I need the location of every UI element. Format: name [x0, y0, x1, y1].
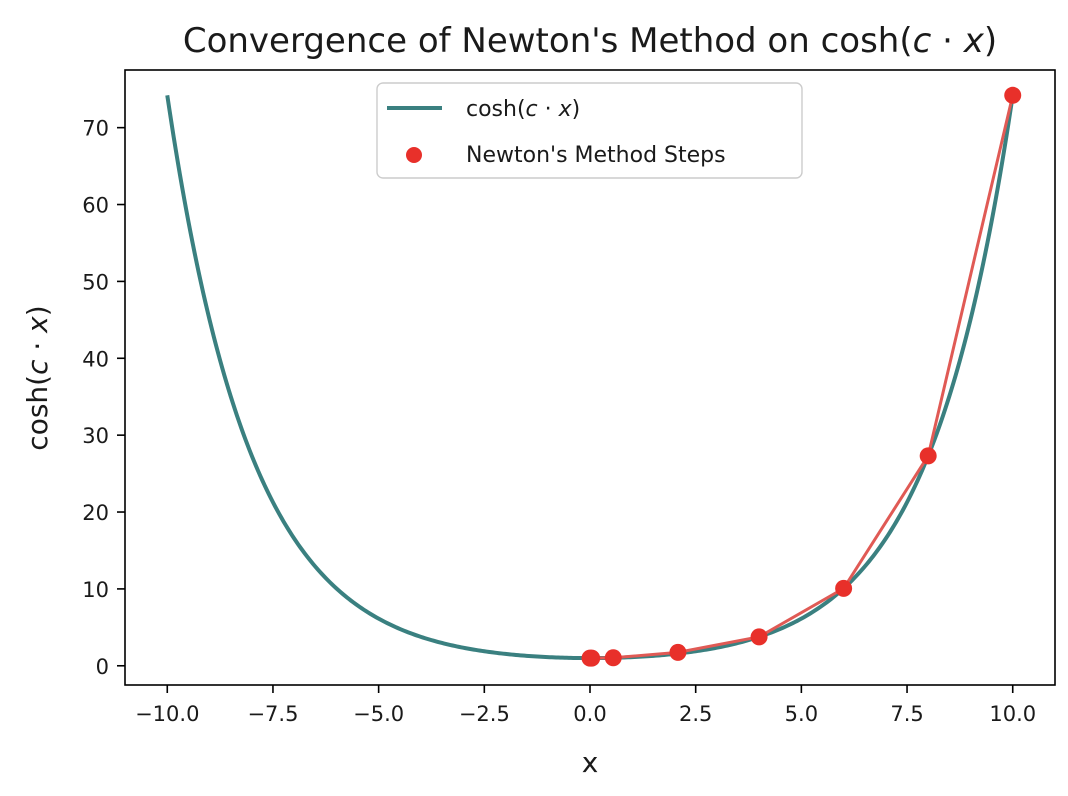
y-axis: 0 10 20 30 40 50 60 70	[82, 117, 125, 679]
series-line-function	[165, 94, 1015, 661]
newton-step-point	[581, 649, 599, 667]
x-tick-label: 2.5	[679, 702, 712, 726]
y-tick-label: 20	[82, 501, 109, 525]
newton-step-point	[604, 649, 622, 667]
x-axis: −10.0 −7.5 −5.0 −2.5 0.0 2.5 5.0 7.5 10.0	[135, 685, 1036, 726]
x-tick-label: −7.5	[247, 702, 298, 726]
y-tick-label: 40	[82, 347, 109, 371]
newton-step-point	[1004, 86, 1022, 104]
legend-entry-function: cosh(c · x)	[466, 97, 580, 122]
legend-entry-newton: Newton's Method Steps	[466, 143, 726, 168]
x-tick-label: 5.0	[785, 702, 818, 726]
x-tick-label: 0.0	[573, 702, 606, 726]
y-axis-label: cosh(c · x)	[21, 305, 54, 450]
newton-step-point	[835, 579, 853, 597]
y-tick-label: 60	[82, 194, 109, 218]
x-axis-label: x	[582, 746, 599, 779]
series-layer	[165, 86, 1022, 667]
x-tick-label: 10.0	[989, 702, 1036, 726]
series-line-newton	[590, 94, 1015, 660]
y-tick-label: 30	[82, 424, 109, 448]
newton-step-point	[669, 643, 687, 661]
legend-marker-swatch	[406, 147, 422, 163]
y-tick-label: 50	[82, 270, 109, 294]
newton-step-point	[919, 447, 937, 465]
x-tick-label: 7.5	[890, 702, 923, 726]
legend: cosh(c · x) Newton's Method Steps	[376, 82, 803, 179]
x-tick-label: −10.0	[135, 702, 199, 726]
chart-title: Convergence of Newton's Method on cosh(c…	[183, 21, 997, 61]
newton-step-point	[750, 628, 768, 646]
y-tick-label: 10	[82, 578, 109, 602]
legend-box	[376, 82, 803, 179]
y-tick-label: 0	[96, 655, 109, 679]
x-tick-label: −5.0	[353, 702, 404, 726]
y-tick-label: 70	[82, 117, 109, 141]
x-tick-label: −2.5	[459, 702, 510, 726]
